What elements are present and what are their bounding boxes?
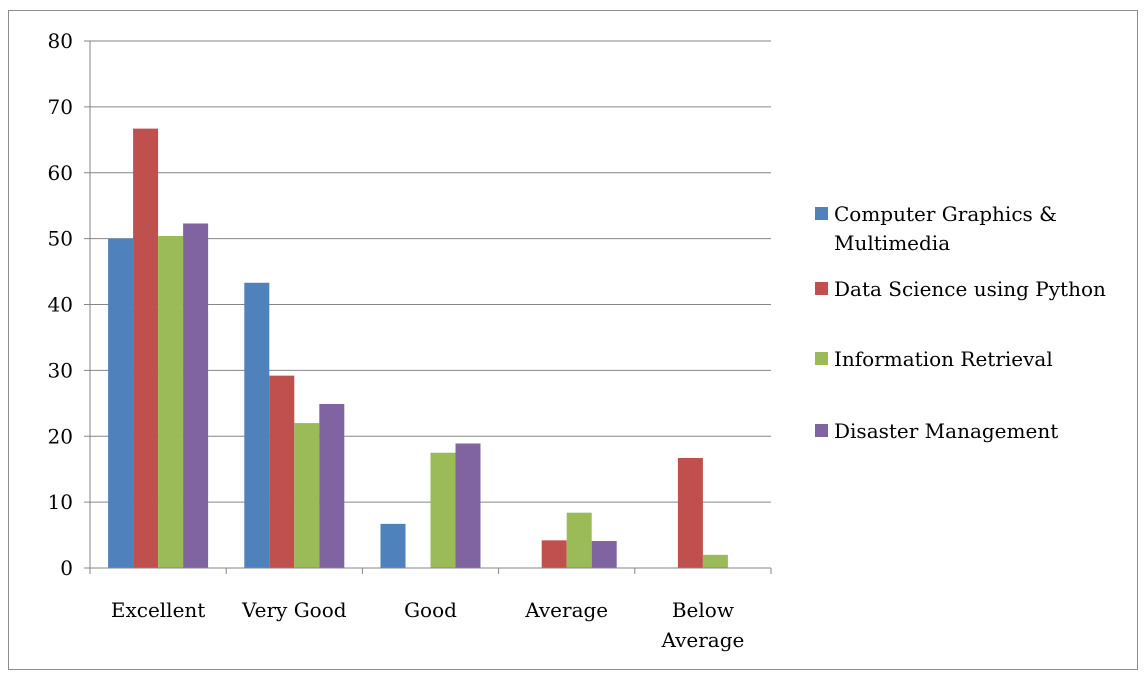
legend-label: Computer Graphics & Multimedia bbox=[834, 200, 1124, 258]
x-tick-labels: Excellent Very Good Good Average Below Averag… bbox=[111, 598, 744, 652]
y-tick-label: 40 bbox=[48, 293, 73, 317]
legend-swatch bbox=[815, 282, 828, 295]
legend-label: Information Retrieval bbox=[834, 345, 1124, 374]
y-tick-label: 20 bbox=[48, 424, 73, 448]
legend-swatch bbox=[815, 424, 828, 437]
y-tick-label: 60 bbox=[48, 161, 73, 185]
legend-swatch bbox=[815, 207, 828, 220]
legend-label-line: Data Science using Python bbox=[834, 277, 1106, 301]
legend-item: Disaster Management bbox=[815, 417, 1124, 446]
legend-item: Information Retrieval bbox=[815, 345, 1124, 374]
legend-label-line: Multimedia bbox=[834, 231, 951, 255]
bars bbox=[108, 128, 728, 569]
bar bbox=[541, 540, 567, 568]
legend-label: Disaster Management bbox=[834, 417, 1124, 446]
x-tick-label: Very Good bbox=[241, 598, 347, 622]
legend-label: Data Science using Python bbox=[834, 275, 1124, 304]
legend-label-line: Information Retrieval bbox=[834, 347, 1053, 371]
legend-swatch bbox=[815, 352, 828, 365]
bar bbox=[158, 235, 184, 569]
x-tick-label: Below bbox=[672, 598, 734, 622]
bar bbox=[566, 512, 592, 568]
legend-label-line: Disaster Management bbox=[834, 419, 1059, 443]
y-tick-label: 30 bbox=[48, 358, 73, 382]
bar bbox=[133, 128, 159, 568]
legend-item: Data Science using Python bbox=[815, 275, 1124, 304]
bar bbox=[319, 403, 345, 568]
y-tick-label: 50 bbox=[48, 227, 73, 251]
bar bbox=[108, 238, 134, 568]
x-tick-label: Good bbox=[404, 598, 457, 622]
bar bbox=[294, 423, 320, 568]
axes bbox=[84, 40, 772, 574]
bar bbox=[380, 523, 406, 568]
y-tick-label: 10 bbox=[48, 490, 73, 514]
x-tick-label: Excellent bbox=[111, 598, 205, 622]
bar bbox=[591, 540, 617, 568]
x-tick-label: Average bbox=[524, 598, 608, 622]
x-tick-label: Average bbox=[660, 628, 744, 652]
y-tick-label: 80 bbox=[48, 29, 73, 53]
y-tick-labels: 0 10 20 30 40 50 60 70 80 bbox=[48, 29, 73, 580]
legend-label-line: Computer Graphics & bbox=[834, 202, 1057, 226]
bar bbox=[183, 223, 209, 568]
legend-item: Computer Graphics & Multimedia bbox=[815, 200, 1124, 258]
bar bbox=[702, 554, 728, 568]
bar bbox=[269, 375, 295, 568]
bar bbox=[430, 452, 456, 568]
bar bbox=[677, 457, 703, 568]
y-tick-label: 70 bbox=[48, 95, 73, 119]
y-tick-label: 0 bbox=[60, 556, 73, 580]
bar bbox=[244, 282, 270, 568]
bar bbox=[455, 443, 481, 568]
